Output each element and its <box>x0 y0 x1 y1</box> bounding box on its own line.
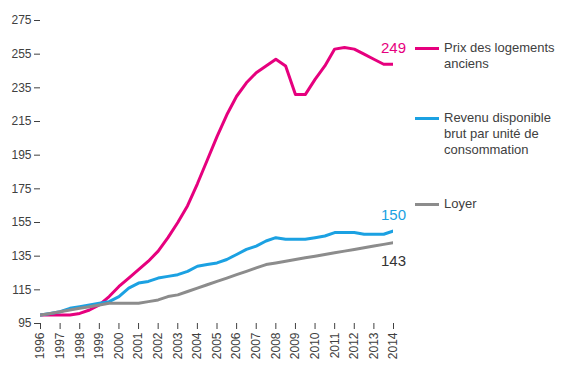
svg-text:1996: 1996 <box>33 332 47 359</box>
svg-text:155: 155 <box>11 215 31 229</box>
svg-text:150: 150 <box>381 206 406 223</box>
html-text:Revenu disponible brut par uni: Revenu disponible brut par unité de cons… <box>444 110 551 157</box>
svg-text:2002: 2002 <box>151 332 165 359</box>
svg-text:2000: 2000 <box>112 332 126 359</box>
svg-text:195: 195 <box>11 148 31 162</box>
svg-text:1998: 1998 <box>73 332 87 359</box>
svg-text:2012: 2012 <box>347 332 361 359</box>
svg-text:135: 135 <box>11 249 31 263</box>
svg-text:143: 143 <box>381 252 406 269</box>
svg-text:255: 255 <box>11 47 31 61</box>
svg-text:215: 215 <box>11 114 31 128</box>
svg-text:115: 115 <box>12 283 31 297</box>
svg-text:2011: 2011 <box>328 332 342 358</box>
svg-text:2009: 2009 <box>288 332 302 359</box>
svg-text:2010: 2010 <box>308 332 322 359</box>
svg-text:1997: 1997 <box>53 332 67 359</box>
svg-text:249: 249 <box>381 39 406 56</box>
svg-text:175: 175 <box>11 182 31 196</box>
svg-text:235: 235 <box>11 81 31 95</box>
svg-text:2001: 2001 <box>131 332 145 359</box>
svg-text:1999: 1999 <box>92 332 106 359</box>
svg-text:2006: 2006 <box>229 332 243 359</box>
html-text:Prix des logements anciens: Prix des logements anciens <box>444 40 555 71</box>
svg-text:2003: 2003 <box>171 332 185 359</box>
svg-text:2007: 2007 <box>249 332 263 359</box>
svg-text:2013: 2013 <box>367 332 381 359</box>
svg-text:275: 275 <box>11 13 31 27</box>
svg-text:2008: 2008 <box>269 332 283 359</box>
svg-text:2014: 2014 <box>386 332 400 359</box>
svg-text:2005: 2005 <box>210 332 224 359</box>
svg-text:2004: 2004 <box>190 332 204 359</box>
svg-text:95: 95 <box>18 316 32 330</box>
html-text:Loyer: Loyer <box>444 196 477 211</box>
